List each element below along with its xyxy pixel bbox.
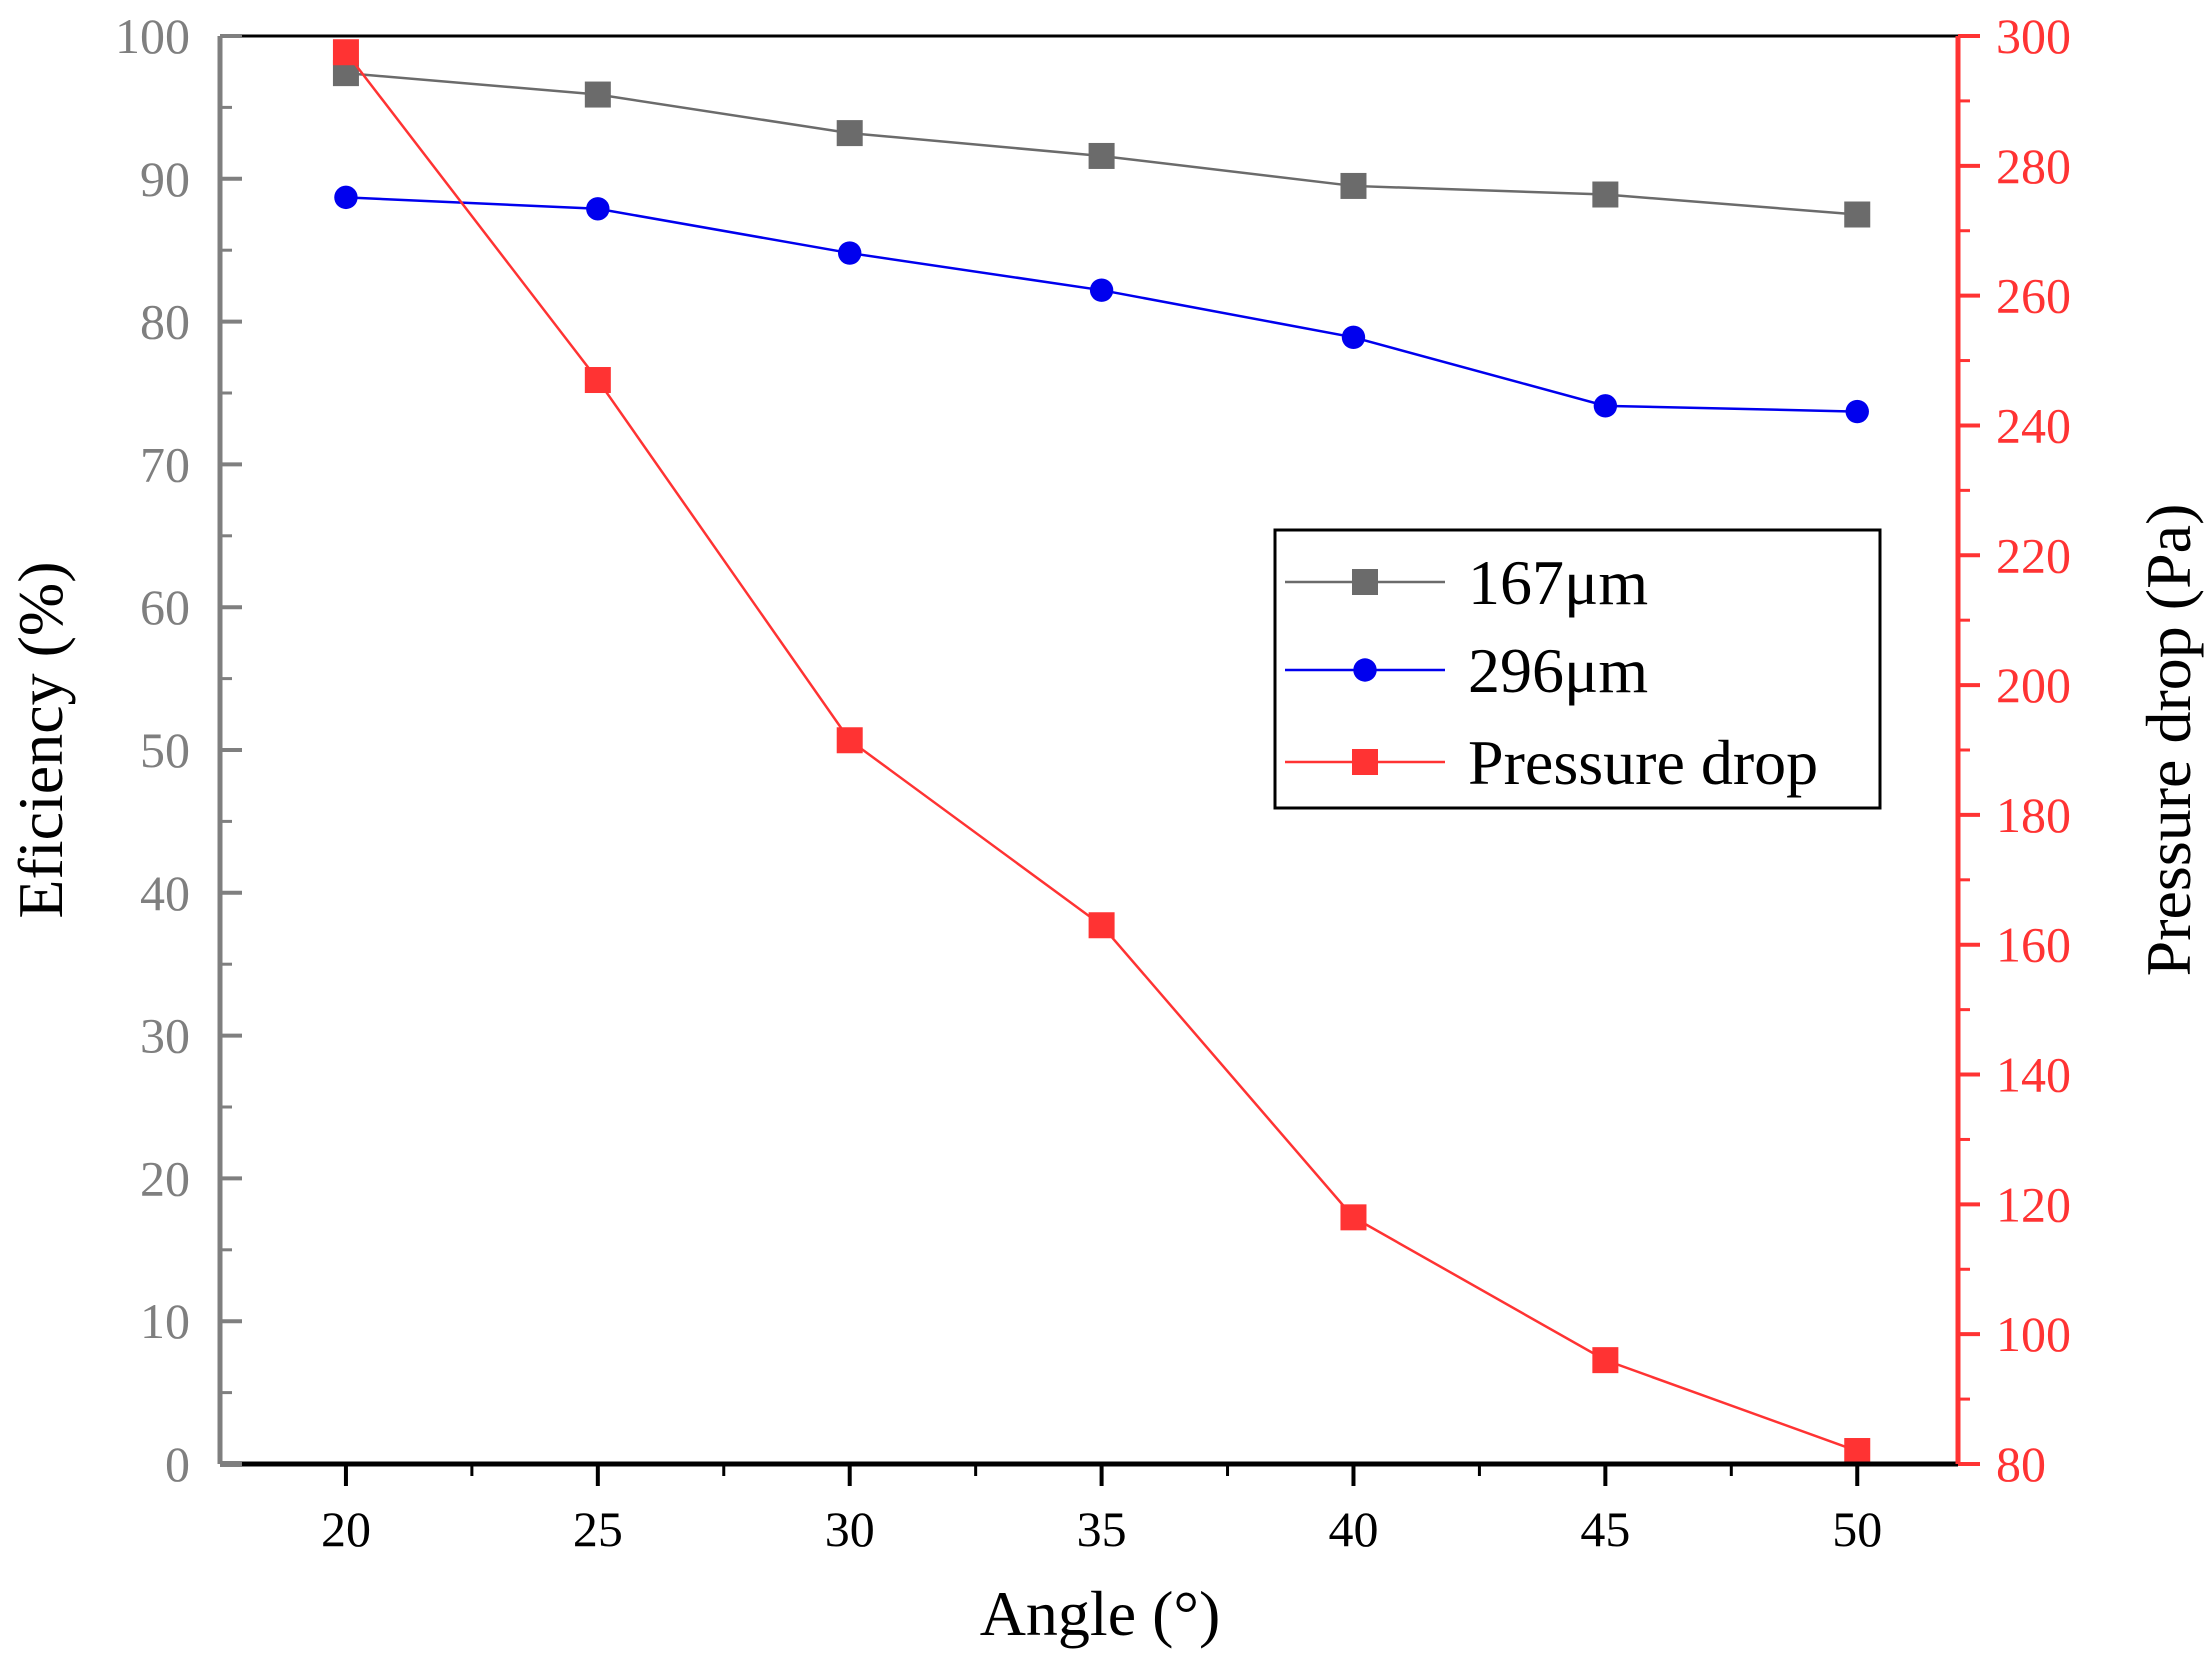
series-296-m — [334, 185, 1869, 424]
x-tick-label: 30 — [825, 1501, 875, 1557]
axes: 0 10 20 30 40 50 60 70 80 90 100 80 100 120 140 160 180 2… — [115, 8, 2071, 1557]
x-axis-title: Angle (°) — [980, 1578, 1221, 1649]
legend-marker-pressure-drop — [1352, 749, 1378, 775]
data-point-296-m — [1593, 394, 1618, 418]
data-point-pressure-drop — [1592, 1347, 1619, 1374]
y-axis-left-title: Eficiency (%) — [5, 561, 76, 918]
y-left-tick-label: 100 — [115, 8, 190, 64]
y-left-tick-label: 40 — [140, 865, 190, 921]
data-point-167-m — [1592, 181, 1619, 208]
series-167-m — [332, 60, 1871, 228]
y-right-tick-label: 100 — [1996, 1306, 2071, 1362]
y-left-tick-label: 20 — [140, 1150, 190, 1206]
y-left-tick-label: 10 — [140, 1293, 190, 1349]
data-point-pressure-drop — [836, 727, 863, 754]
data-point-pressure-drop — [1088, 912, 1115, 939]
y-right-tick-label: 180 — [1996, 787, 2071, 843]
chart-marks — [332, 39, 1871, 1465]
x-tick-label: 25 — [573, 1501, 623, 1557]
data-point-296-m — [334, 185, 358, 210]
y-left-tick-label: 60 — [140, 579, 190, 635]
y-right-tick-label: 120 — [1996, 1176, 2071, 1232]
y-left-tick-label: 70 — [140, 436, 190, 492]
data-point-pressure-drop — [1844, 1438, 1871, 1465]
data-point-296-m — [1341, 325, 1366, 350]
data-point-167-m — [836, 120, 863, 147]
series-pressure-drop — [332, 39, 1871, 1465]
data-point-pressure-drop — [332, 39, 359, 66]
data-point-296-m — [586, 197, 610, 221]
data-point-296-m — [1845, 399, 1869, 424]
y-right-tick-label: 200 — [1996, 657, 2071, 713]
data-point-167-m — [1088, 142, 1115, 169]
x-tick-label: 50 — [1832, 1501, 1882, 1557]
y-left-tick-label: 90 — [140, 151, 190, 207]
data-point-pressure-drop — [1340, 1204, 1367, 1231]
x-tick-label: 35 — [1077, 1501, 1127, 1557]
x-tick-label: 45 — [1580, 1501, 1630, 1557]
legend-marker-296-m — [1353, 658, 1377, 682]
legend-label-pressure-drop: Pressure drop — [1468, 727, 1818, 798]
y-right-tick-label: 140 — [1996, 1047, 2071, 1103]
y-left-tick-label: 50 — [140, 722, 190, 778]
data-point-296-m — [1089, 278, 1114, 302]
x-tick-label: 20 — [321, 1501, 371, 1557]
y-right-tick-label: 280 — [1996, 138, 2071, 194]
y-right-tick-label: 160 — [1996, 917, 2071, 973]
y-right-tick-label: 240 — [1996, 397, 2071, 453]
data-point-296-m — [838, 241, 862, 265]
y-left-tick-label: 30 — [140, 1008, 190, 1064]
data-point-167-m — [1844, 201, 1871, 228]
legend: 167μm 296μm Pressure drop — [1273, 528, 1882, 810]
legend-marker-167-m — [1352, 569, 1378, 595]
legend-label-296-m: 296μm — [1468, 635, 1648, 706]
data-point-167-m — [1340, 172, 1367, 199]
y-right-tick-label: 300 — [1996, 8, 2071, 64]
data-point-167-m — [584, 81, 611, 108]
y-left-tick-label: 0 — [165, 1436, 190, 1492]
legend-label-167-m: 167μm — [1468, 547, 1648, 618]
y-left-tick-label: 80 — [140, 294, 190, 350]
x-tick-label: 40 — [1328, 1501, 1378, 1557]
y-right-tick-label: 260 — [1996, 268, 2071, 324]
y-axis-right-title: Pressure drop (Pa) — [2133, 504, 2204, 977]
series-line-296-m — [345, 196, 1858, 413]
data-point-pressure-drop — [584, 367, 611, 394]
y-right-tick-label: 80 — [1996, 1436, 2046, 1492]
y-right-tick-label: 220 — [1996, 527, 2071, 583]
